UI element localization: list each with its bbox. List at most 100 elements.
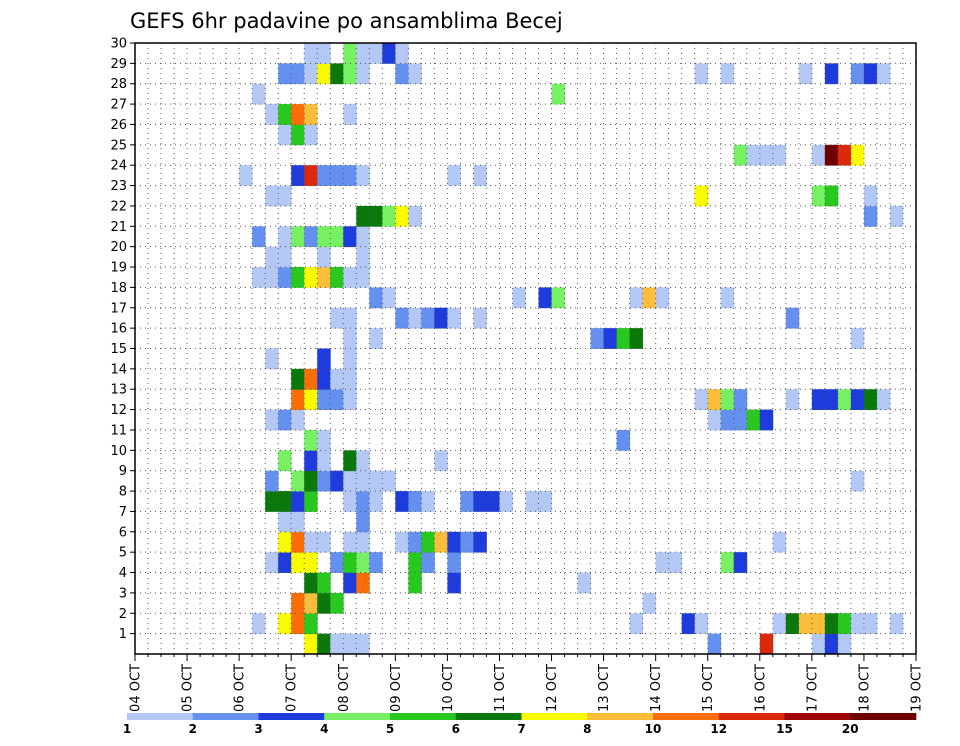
- heatmap-cell: [395, 307, 409, 329]
- heatmap-cell: [876, 63, 891, 85]
- y-tick-label: 11: [110, 423, 127, 438]
- heatmap-cell: [395, 531, 409, 553]
- colorbar-label: 2: [189, 722, 197, 736]
- y-tick-label: 3: [119, 586, 127, 601]
- heatmap-cell: [382, 470, 396, 492]
- heatmap-cell: [824, 144, 839, 166]
- heatmap-cell: [304, 633, 318, 655]
- heatmap-cell: [824, 185, 839, 207]
- heatmap-cell: [629, 613, 644, 635]
- heatmap-cell: [343, 450, 357, 472]
- colorbar-label: 1: [123, 722, 131, 736]
- heatmap-cell: [265, 409, 279, 431]
- heatmap-cell: [304, 450, 318, 472]
- heatmap-cell: [408, 63, 422, 85]
- heatmap-cell: [278, 104, 292, 125]
- heatmap-cell: [304, 104, 318, 125]
- heatmap-cell: [798, 63, 813, 85]
- heatmap-cell: [343, 389, 357, 410]
- heatmap-cell: [317, 63, 331, 85]
- y-tick-label: 8: [119, 485, 127, 500]
- y-tick-label: 22: [110, 199, 127, 214]
- heatmap-cell: [317, 165, 331, 186]
- x-tick-label: 17 OCT: [805, 664, 820, 712]
- heatmap-cell: [811, 633, 826, 655]
- heatmap-cell: [811, 144, 826, 166]
- x-tick-label: 04 OCT: [129, 664, 144, 712]
- heatmap-cell: [603, 328, 618, 349]
- heatmap-cell: [863, 205, 878, 227]
- colorbar-label: 20: [842, 722, 859, 736]
- heatmap-cell: [486, 491, 500, 512]
- heatmap-cell: [421, 307, 435, 329]
- heatmap-cell: [291, 592, 305, 614]
- heatmap-cell: [304, 592, 318, 614]
- heatmap-cell: [707, 389, 722, 410]
- heatmap-cell: [291, 552, 305, 573]
- y-tick-label: 29: [110, 57, 127, 72]
- heatmap-cell: [317, 531, 331, 553]
- heatmap-cell: [317, 389, 331, 410]
- colorbar-swatch: [258, 713, 325, 720]
- heatmap-cell: [447, 572, 461, 594]
- colorbar: 1 2 3 4 5 6 7 8 10 12 15 20: [123, 713, 917, 736]
- heatmap-cell: [395, 491, 409, 512]
- heatmap-cell: [291, 531, 305, 553]
- heatmap-cell: [356, 531, 370, 553]
- heatmap-cell: [278, 246, 292, 268]
- heatmap-cell: [785, 613, 800, 635]
- heatmap-cell: [408, 531, 422, 553]
- heatmap-cell: [317, 450, 331, 472]
- x-tick-label: 19 OCT: [910, 664, 925, 712]
- heatmap-cell: [863, 63, 878, 85]
- heatmap-cell: [811, 389, 826, 410]
- heatmap-cell: [824, 389, 839, 410]
- x-axis: 04 OCT 05 OCT 06 OCT 07 OCT 08 OCT 09 OCT 10 O…: [129, 654, 925, 712]
- heatmap-cell: [421, 552, 435, 573]
- heatmap-cell: [356, 226, 370, 248]
- heatmap-cell: [512, 287, 526, 309]
- heatmap-cell: [720, 552, 735, 573]
- heatmap-cell: [304, 267, 318, 288]
- heatmap-cell: [889, 613, 904, 635]
- heatmap-cell: [343, 226, 357, 248]
- heatmap-cell: [863, 613, 878, 635]
- heatmap-cell: [317, 267, 331, 288]
- colorbar-swatch: [784, 713, 851, 720]
- heatmap-cell: [811, 185, 826, 207]
- heatmap-cell: [642, 287, 657, 309]
- heatmap-cells: [239, 43, 904, 655]
- heatmap-cell: [759, 633, 774, 655]
- heatmap-cell: [291, 613, 305, 635]
- heatmap-cell: [356, 470, 370, 492]
- heatmap-cell: [759, 409, 774, 431]
- heatmap-cell: [837, 389, 852, 410]
- heatmap-cell: [317, 246, 331, 268]
- heatmap-cell: [317, 43, 331, 64]
- x-tick-label: 07 OCT: [285, 664, 300, 712]
- heatmap-cell: [499, 491, 513, 512]
- heatmap-cell: [356, 633, 370, 655]
- heatmap-cell: [330, 267, 344, 288]
- heatmap-cell: [473, 531, 487, 553]
- y-tick-label: 23: [110, 179, 127, 194]
- heatmap-cell: [369, 491, 383, 512]
- heatmap-cell: [824, 63, 839, 85]
- heatmap-cell: [772, 531, 787, 553]
- heatmap-cell: [304, 226, 318, 248]
- heatmap-cell: [304, 470, 318, 492]
- heatmap-cell: [252, 267, 266, 288]
- heatmap-cell: [408, 552, 422, 573]
- heatmap-cell: [330, 63, 344, 85]
- heatmap-cell: [720, 287, 735, 309]
- heatmap-cell: [707, 409, 722, 431]
- heatmap-cell: [369, 287, 383, 309]
- heatmap-cell: [447, 552, 461, 573]
- heatmap-cell: [291, 470, 305, 492]
- heatmap-cell: [408, 491, 422, 512]
- heatmap-cell: [304, 389, 318, 410]
- y-tick-label: 2: [119, 607, 127, 622]
- heatmap-cell: [317, 368, 331, 390]
- heatmap-cell: [356, 450, 370, 472]
